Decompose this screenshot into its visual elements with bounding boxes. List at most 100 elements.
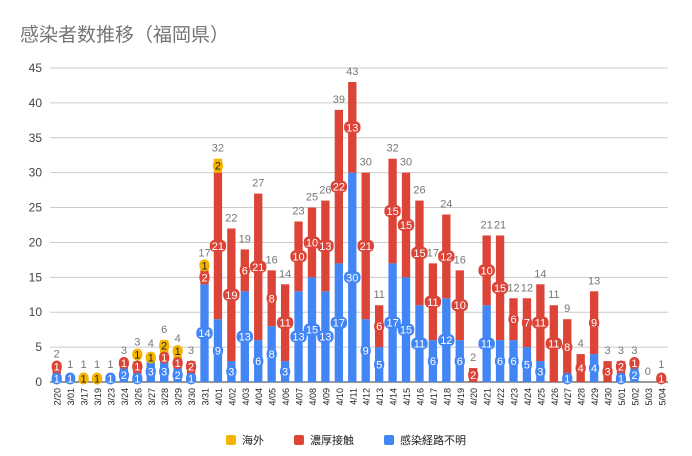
segment-data-label: 12: [440, 335, 452, 347]
y-tick-label: 5: [35, 340, 42, 354]
x-tick-label: 5/02: [630, 388, 640, 406]
segment-label-background: [535, 365, 546, 378]
total-data-label: 13: [588, 275, 600, 287]
legend-label: 濃厚接触: [310, 434, 354, 447]
legend-item-close-contact: 濃厚接触: [294, 432, 354, 448]
x-tick-label: 2/20: [53, 388, 63, 406]
segment-data-label: 3: [282, 367, 288, 379]
x-tick-label: 4/11: [348, 388, 358, 405]
total-data-label: 39: [333, 94, 345, 106]
y-tick-label: 30: [29, 166, 43, 180]
segment-data-label: 19: [225, 290, 237, 302]
total-data-label: 23: [292, 206, 304, 218]
y-tick-label: 25: [29, 201, 43, 215]
segment-data-label: 2: [161, 341, 167, 353]
segment-data-label: 13: [292, 332, 304, 344]
segment-label-background: [357, 239, 374, 252]
segment-data-label: 6: [430, 356, 436, 368]
legend-label: 海外: [242, 434, 264, 447]
segment-data-label: 1: [67, 374, 73, 386]
segment-data-label: 13: [346, 122, 358, 134]
x-tick-label: 4/10: [335, 388, 345, 406]
segment-label-background: [172, 357, 183, 370]
x-tick-label: 4/20: [469, 388, 479, 406]
x-tick-label: 4/26: [550, 388, 560, 406]
segment-data-label: 1: [134, 350, 140, 362]
segment-label-background: [303, 236, 321, 249]
total-data-label: 3: [618, 345, 624, 357]
segment-data-label: 17: [333, 318, 345, 330]
segment-label-background: [478, 264, 495, 277]
total-data-label: 27: [252, 178, 264, 190]
segment-data-label: 15: [400, 220, 412, 232]
segment-data-label: 6: [242, 265, 248, 277]
x-tick-label: 3/01: [66, 388, 76, 406]
segment-data-label: 1: [175, 358, 181, 370]
segment-label-background: [91, 372, 103, 385]
total-data-label: 3: [188, 345, 194, 357]
segment-label-background: [532, 316, 549, 329]
segment-data-label: 21: [212, 241, 224, 253]
segment-data-label: 6: [255, 356, 261, 368]
total-data-label: 3: [604, 345, 610, 357]
segment-label-background: [330, 316, 348, 329]
segment-data-label: 1: [201, 260, 207, 272]
segment-data-label: 10: [292, 251, 304, 263]
segment-data-label: 3: [604, 367, 610, 379]
y-tick-label: 0: [35, 375, 42, 389]
x-tick-label: 4/14: [389, 388, 399, 406]
segment-label-background: [468, 369, 479, 382]
total-data-label: 17: [427, 247, 439, 259]
x-tick-label: 4/21: [483, 388, 493, 406]
segment-data-label: 2: [188, 362, 194, 374]
segment-data-label: 15: [306, 325, 318, 337]
total-data-label: 22: [225, 212, 237, 224]
segment-label-background: [172, 345, 183, 358]
y-tick-label: 15: [29, 270, 43, 284]
segment-label-background: [575, 362, 586, 375]
y-tick-label: 40: [29, 96, 43, 110]
total-data-label: 2: [54, 349, 60, 361]
segment-label-background: [276, 316, 294, 329]
x-tick-label: 3/31: [201, 388, 211, 406]
segment-data-label: 1: [188, 374, 194, 386]
segment-label-background: [317, 239, 334, 252]
total-data-label: 30: [360, 157, 372, 169]
segment-label-background: [411, 246, 428, 259]
x-tick-label: 4/22: [496, 388, 506, 406]
segment-label-background: [438, 334, 455, 347]
segment-label-background: [290, 330, 307, 343]
segment-data-label: 11: [548, 339, 559, 351]
segment-label-background: [478, 337, 495, 350]
segment-label-background: [212, 159, 224, 172]
chart-title: 感染者数推移（福岡県）: [20, 24, 230, 46]
total-data-label: 3: [121, 345, 127, 357]
total-data-label: 9: [564, 303, 570, 315]
segment-data-label: 1: [81, 374, 87, 386]
segment-label-background: [280, 365, 291, 378]
segment-label-background: [615, 360, 627, 373]
x-tick-label: 4/08: [308, 388, 318, 406]
segment-label-background: [589, 316, 600, 329]
segment-label-background: [226, 365, 237, 378]
x-tick-label: 3/29: [174, 388, 184, 406]
segment-label-background: [65, 372, 76, 385]
x-tick-label: 4/09: [321, 388, 331, 406]
segment-data-label: 4: [578, 363, 584, 375]
segment-data-label: 2: [201, 272, 207, 284]
segment-label-background: [250, 260, 267, 273]
total-data-label: 6: [161, 324, 167, 336]
x-tick-label: 4/30: [604, 388, 614, 406]
total-data-label: 26: [413, 185, 425, 197]
segment-label-background: [78, 372, 89, 385]
segment-data-label: 1: [618, 374, 624, 386]
segment-label-background: [118, 369, 129, 382]
segment-data-label: 6: [376, 321, 382, 333]
total-data-label: 14: [279, 268, 291, 280]
total-data-label: 16: [454, 254, 466, 266]
segment-label-background: [212, 344, 224, 357]
segment-label-background: [330, 180, 348, 193]
x-tick-label: 4/29: [590, 388, 600, 406]
segment-label-background: [508, 313, 519, 326]
segment-data-label: 1: [175, 346, 181, 358]
